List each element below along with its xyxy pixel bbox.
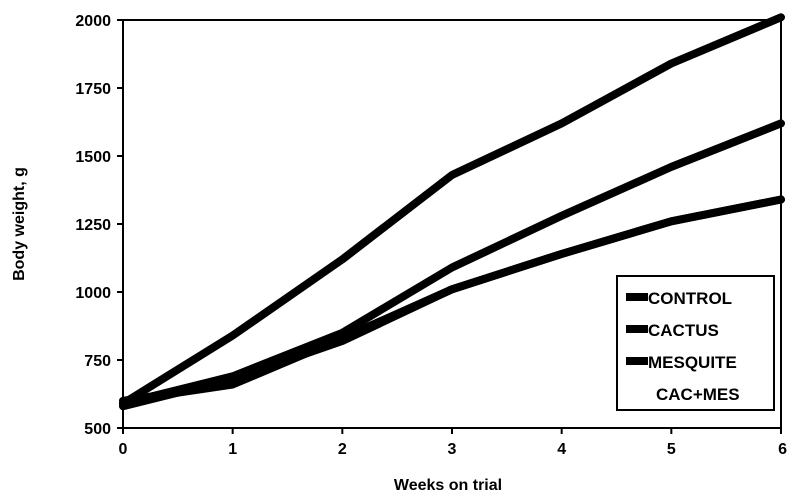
legend-label: CACTUS — [648, 321, 719, 340]
legend-swatch — [626, 357, 648, 365]
series-lines — [119, 13, 785, 411]
legend-swatch — [626, 325, 648, 333]
y-tick-label: 500 — [84, 421, 111, 438]
legend-label: CAC+MES — [656, 385, 740, 404]
x-tick-label: 1 — [228, 441, 237, 458]
x-axis-title: Weeks on trial — [394, 477, 502, 494]
legend-label: MESQUITE — [648, 353, 737, 372]
legend: CONTROL CACTUS MESQUITE CAC+MES — [616, 275, 775, 411]
y-tick-label: 1250 — [75, 217, 111, 234]
y-tick-label: 1000 — [75, 285, 111, 302]
y-axis: 500 750 1000 1250 1500 1750 2000 — [75, 13, 123, 438]
y-tick-label: 2000 — [75, 13, 111, 30]
y-axis-title: Body weight, g — [11, 167, 28, 281]
x-axis: 0 1 2 3 4 5 6 — [119, 428, 787, 458]
y-tick-label: 1500 — [75, 149, 111, 166]
series-line-control — [119, 13, 785, 408]
series-line-cac-mes — [119, 195, 785, 405]
x-tick-label: 5 — [667, 441, 676, 458]
y-tick-label: 750 — [84, 353, 111, 370]
legend-label: CONTROL — [648, 289, 732, 308]
x-tick-label: 4 — [557, 441, 566, 458]
x-tick-label: 2 — [338, 441, 347, 458]
x-tick-label: 3 — [448, 441, 457, 458]
legend-swatch — [626, 293, 648, 301]
x-tick-label: 6 — [778, 441, 787, 458]
y-tick-label: 1750 — [75, 81, 111, 98]
x-tick-label: 0 — [119, 441, 128, 458]
